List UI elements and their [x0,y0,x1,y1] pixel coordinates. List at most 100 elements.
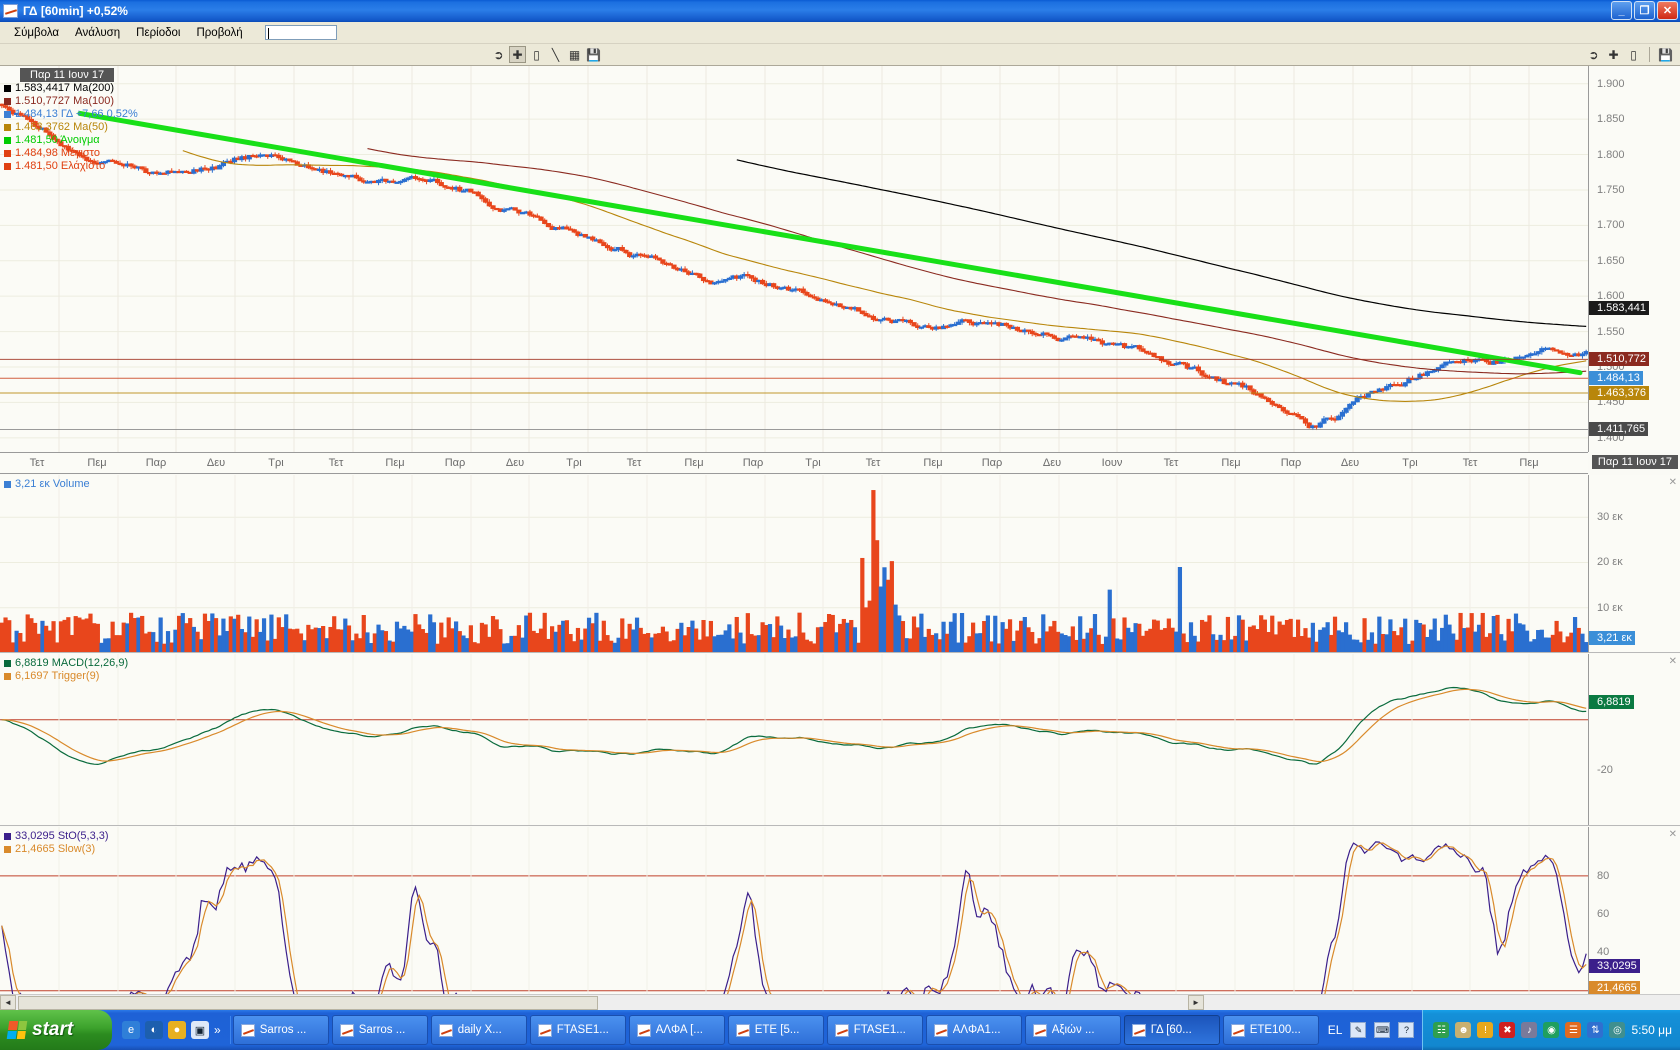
user-icon[interactable]: ☻ [1455,1022,1472,1038]
price-axis[interactable]: 1.900 1.850 1.800 1.750 1.700 1.650 1.600 1.550… [1588,66,1680,452]
menu-item-analysis[interactable]: Ανάλυση [75,26,121,39]
taskbar-task[interactable]: Sarros ... [331,1015,428,1045]
alert-icon[interactable]: ! [1477,1022,1494,1038]
taskbar: start e ◐ ● ▣ » Sarros ... Sarros ... dail… [0,1010,1680,1050]
price-tag[interactable]: 1.510,772 [1589,352,1649,367]
update-icon[interactable]: ⇅ [1587,1022,1604,1038]
language-bar[interactable]: EL ✎ ⌨ ? [1320,1022,1423,1038]
stochastic-axis[interactable]: ✕ 80 60 40 33,0295 21,4665 [1588,827,1680,1010]
close-icon[interactable]: ✕ [1668,477,1677,488]
legend-swatch [4,98,11,105]
date-tick: Πεμ [1221,457,1241,469]
save-icon-right[interactable]: 💾 [1658,47,1673,62]
taskbar-task[interactable]: ΑΛΦΑ [... [628,1015,725,1045]
task-label: Sarros ... [259,1024,307,1036]
stochastic-plot-area[interactable] [0,827,1588,1010]
stochastic-lines-svg [0,827,1588,1010]
date-scale[interactable]: Τετ Πεμ Παρ Δευ Τρι Τετ Πεμ Παρ Δευ Τρι Τετ Πεμ Παρ Τ… [0,452,1678,474]
security-icon[interactable]: ◎ [1609,1022,1626,1038]
rectangle-icon-right[interactable]: ▯ [1630,47,1637,62]
stochastic-tag[interactable]: 33,0295 [1589,958,1640,973]
shield-icon[interactable]: ✖ [1499,1022,1516,1038]
volume-axis[interactable]: ✕ 30 εκ 20 εκ 10 εκ 3,21 εκ [1588,475,1680,652]
quick-launch-bar[interactable]: e ◐ ● ▣ » [112,1021,228,1039]
date-badge: Παρ 11 Ιουν 17 [20,68,115,82]
taskbar-task[interactable]: FTASE1... [529,1015,626,1045]
price-plot-area[interactable] [0,66,1588,452]
start-button[interactable]: start [0,1010,112,1050]
macd-panel[interactable]: ✕ -20 6,8819 6,8819 MACD(12,26,9) 6,1697 T… [0,654,1680,826]
menu-item-symbols[interactable]: Σύμβολα [14,26,60,39]
stochastic-tag[interactable]: 21,4665 [1589,980,1640,995]
globe-icon [240,1023,255,1037]
taskbar-task[interactable]: ETE100... [1222,1015,1319,1045]
trendline-icon[interactable]: ╲ [551,47,560,62]
chart-icon [636,1023,651,1037]
date-tick: Τετ [1163,457,1179,469]
grid-icon[interactable]: ▦ [568,47,581,62]
volume-panel[interactable]: ✕ 30 εκ 20 εκ 10 εκ 3,21 εκ 3,21 εκ Volume [0,475,1680,653]
price-tag[interactable]: 1.583,441 [1589,300,1649,315]
macd-plot-area[interactable] [0,654,1588,825]
close-button[interactable]: ✕ [1657,1,1678,20]
taskbar-task[interactable]: ΓΔ [60... [1123,1015,1220,1045]
price-tag[interactable]: 1.484,13 [1589,371,1643,386]
price-tag[interactable]: 1.411,765 [1589,422,1649,437]
axis-tick: 60 [1597,908,1610,921]
browser-icon[interactable]: ◐ [145,1021,163,1039]
cursor-arrow-icon[interactable]: ➲ [493,47,504,62]
crosshair-icon[interactable]: ✚ [509,46,526,63]
axis-tick: 1.800 [1597,148,1625,161]
taskbar-task[interactable]: FTASE1... [826,1015,923,1045]
disc-icon[interactable]: ◉ [1543,1022,1560,1038]
symbol-search-input[interactable] [264,25,337,40]
maximize-button[interactable]: ❐ [1634,1,1655,20]
close-icon[interactable]: ✕ [1668,829,1677,840]
macd-tag[interactable]: 6,8819 [1589,695,1634,710]
sound-icon[interactable]: ♪ [1521,1022,1538,1038]
more-icon[interactable]: » [214,1023,221,1037]
close-icon[interactable]: ✕ [1668,656,1677,667]
taskbar-task[interactable]: daily X... [430,1015,527,1045]
volume-plot-area[interactable] [0,475,1588,652]
book-icon[interactable]: ☰ [1565,1022,1582,1038]
help-icon[interactable]: ? [1398,1022,1415,1038]
date-tick: Δευ [206,457,226,469]
media-icon[interactable]: ● [168,1021,186,1039]
system-tray[interactable]: ☷ ☻ ! ✖ ♪ ◉ ☰ ⇅ ◎ 5:50 μμ [1422,1010,1680,1050]
clock[interactable]: 5:50 μμ [1631,1023,1672,1037]
axis-tick: 1.650 [1597,254,1625,267]
keyboard-icon[interactable]: ⌨ [1374,1022,1391,1038]
chart-icon [735,1023,750,1037]
price-tag[interactable]: 1.463,376 [1589,385,1649,400]
legend-row: 6,1697 Trigger(9) [4,670,128,683]
network-icon[interactable]: ☷ [1433,1022,1450,1038]
volume-tag[interactable]: 3,21 εκ [1589,631,1635,646]
horizontal-scrollbar[interactable]: ◄ ► [0,994,1680,1010]
taskbar-task[interactable]: Αξιών ... [1024,1015,1121,1045]
language-indicator[interactable]: EL [1327,1023,1343,1037]
menu-item-periods[interactable]: Περίοδοι [136,26,181,39]
date-tick: Τετ [865,457,881,469]
legend-row: 1.481,50 Ελάχιστο [4,160,138,173]
scroll-left-arrow[interactable]: ◄ [0,995,16,1010]
macd-axis[interactable]: ✕ -20 6,8819 [1588,654,1680,825]
internet-explorer-icon[interactable]: e [122,1021,140,1039]
taskbar-task[interactable]: ΑΛΦΑ1... [925,1015,1022,1045]
save-icon[interactable]: 💾 [586,47,601,62]
cursor-arrow-icon-right[interactable]: ➲ [1588,47,1599,62]
menu-item-view[interactable]: Προβολή [196,26,243,39]
scrollbar-thumb[interactable] [18,995,598,1010]
pen-icon[interactable]: ✎ [1350,1022,1367,1038]
taskbar-task[interactable]: ETE [5... [727,1015,824,1045]
scroll-right-arrow[interactable]: ► [1188,995,1204,1010]
stochastic-panel[interactable]: ✕ 80 60 40 33,0295 21,4665 33,0295 StO(5,3,3… [0,827,1680,1010]
taskbar-task[interactable]: Sarros ... [232,1015,329,1045]
price-chart-panel[interactable]: 1.900 1.850 1.800 1.750 1.700 1.650 1.600 1.550… [0,66,1680,452]
zoom-in-icon[interactable]: ✚ [1608,47,1619,62]
show-desktop-icon[interactable]: ▣ [191,1021,209,1039]
legend-swatch [4,660,11,667]
minimize-button[interactable]: _ [1611,1,1632,20]
date-tick: Τετ [328,457,344,469]
rectangle-icon[interactable]: ▯ [533,47,540,62]
